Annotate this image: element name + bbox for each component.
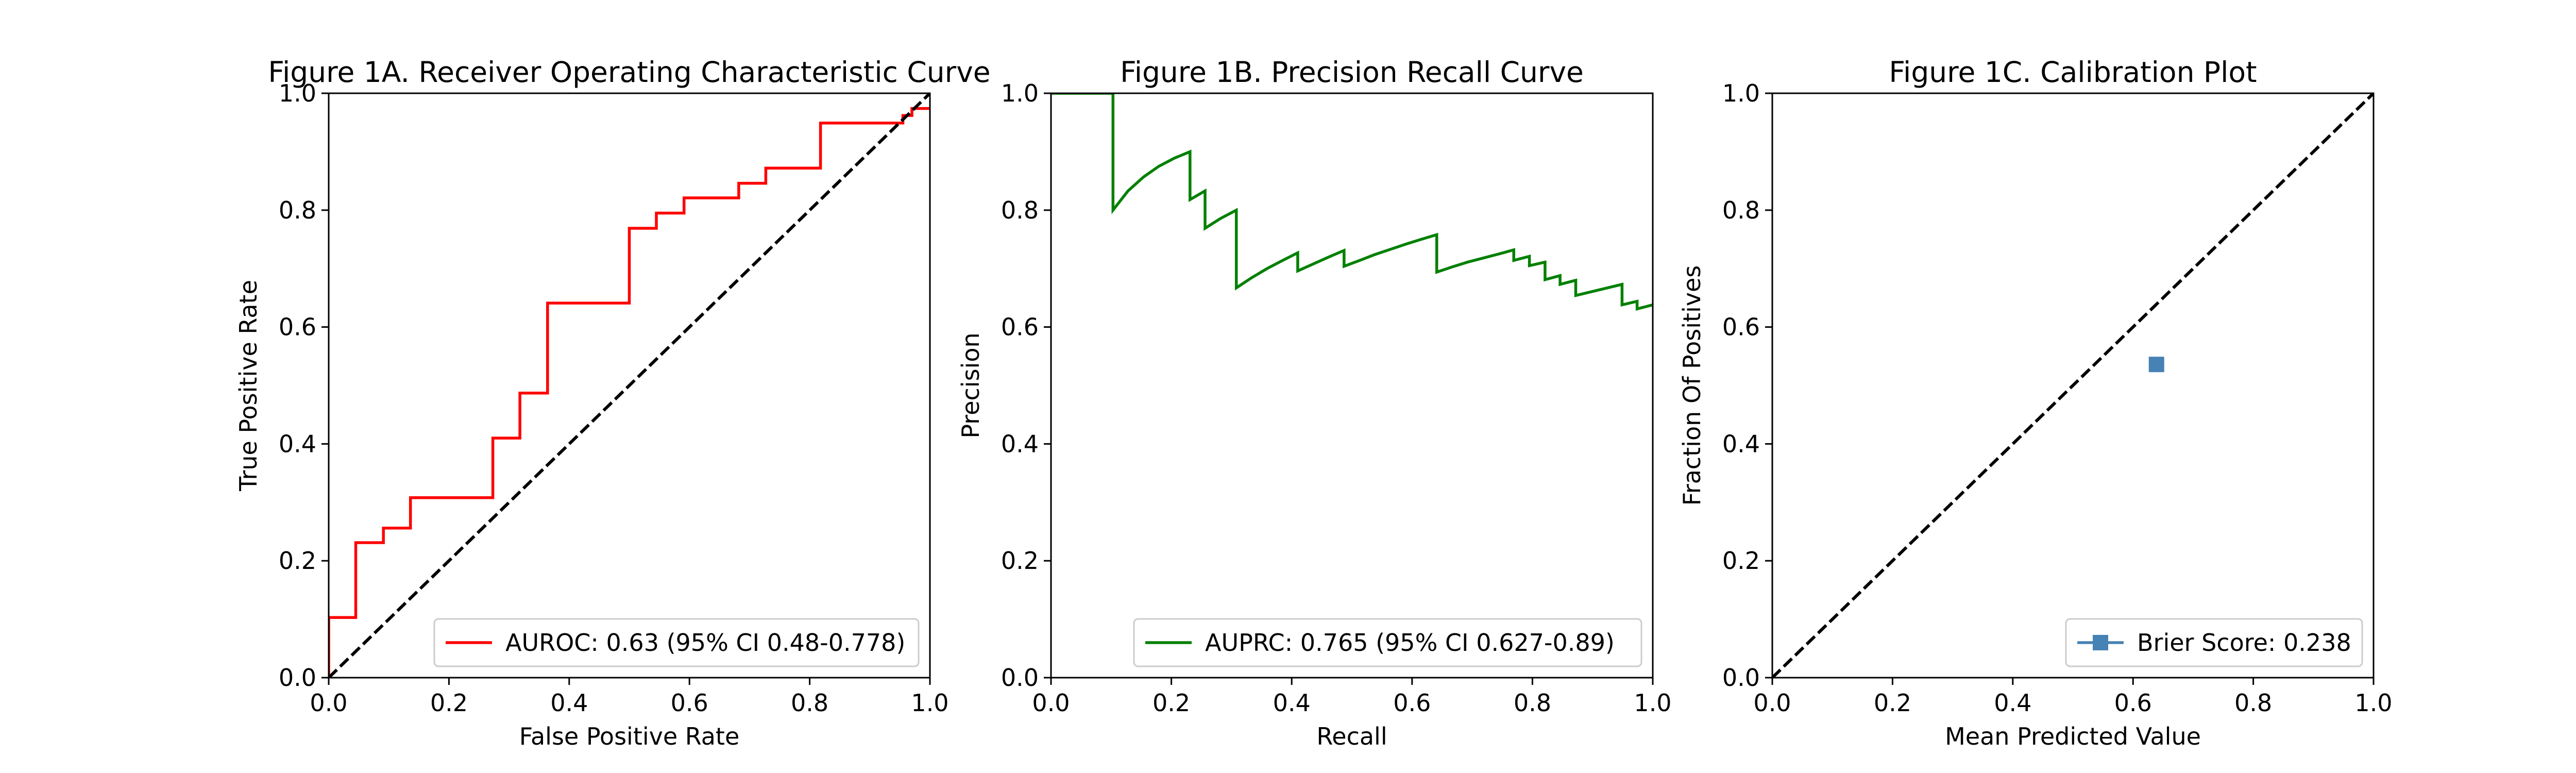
chart-1-x-tick-label: 0.0 bbox=[310, 689, 347, 717]
chart-1-y-tick-label: 0.8 bbox=[279, 196, 316, 224]
chart-3-panel: 0.0 0.2 0.4 0.6 0.8 1.0 0.0 0.2 0.4 0.6 0.8 1.0 Figu… bbox=[1678, 56, 2393, 750]
chart-3-legend-marker bbox=[2093, 635, 2108, 650]
chart-1-panel: 0.0 0.2 0.4 0.6 0.8 1.00.00.20.40.60.81.0Figu… bbox=[234, 56, 991, 750]
chart-3-y-tick-label: 0.2 bbox=[1722, 547, 1760, 575]
chart-1-title: Figure 1A. Receiver Operating Characteri… bbox=[268, 56, 990, 89]
chart-3-y-tick-label: 0.4 bbox=[1722, 430, 1760, 458]
chart-1-plot-area bbox=[329, 93, 930, 678]
chart-3-y-axis-label: Fraction Of Positives bbox=[1678, 265, 1706, 506]
chart-1-x-tick-label: 0.6 bbox=[671, 689, 708, 717]
chart-3-x-axis-label: Mean Predicted Value bbox=[1945, 722, 2201, 750]
chart-1-x-tick-label: 0.4 bbox=[550, 689, 588, 717]
chart-2-series-line bbox=[1051, 93, 1653, 311]
chart-1-reference-line bbox=[329, 93, 930, 678]
chart-3-title: Figure 1C. Calibration Plot bbox=[1889, 56, 2257, 89]
chart-3-y-tick-label: 1.0 bbox=[1722, 79, 1760, 107]
chart-1-legend-label: AUROC: 0.63 (95% CI 0.48-0.778) bbox=[505, 629, 905, 657]
chart-3-axes-frame bbox=[1771, 92, 2375, 679]
chart-2-y-tick-label: 1.0 bbox=[1001, 79, 1039, 107]
chart-3-x-tick-label: 1.0 bbox=[2354, 689, 2392, 717]
chart-1-x-tick-label: 0.8 bbox=[791, 689, 828, 717]
chart-2-plot-area bbox=[1051, 93, 1653, 311]
chart-2-legend-box bbox=[1133, 618, 1642, 667]
chart-2-y-axis-label: Precision bbox=[957, 332, 985, 438]
chart-2-title: Figure 1B. Precision Recall Curve bbox=[1120, 56, 1584, 89]
chart-1-x-axis-label: False Positive Rate bbox=[519, 722, 740, 750]
chart-2-legend-label: AUPRC: 0.765 (95% CI 0.627-0.89) bbox=[1205, 629, 1615, 657]
chart-2-legend: AUPRC: 0.765 (95% CI 0.627-0.89) bbox=[1133, 618, 1642, 667]
chart-3-plot-area bbox=[1772, 93, 2374, 678]
chart-2-x-tick-label: 0.4 bbox=[1273, 689, 1311, 717]
chart-3-y-tick-label: 0.0 bbox=[1722, 664, 1760, 692]
chart-2-panel: 0.0 0.2 0.4 0.6 0.8 1.0 0.0 0.2 0.4 0.6 0.8 1.0 Figu… bbox=[957, 56, 1672, 750]
chart-2-axes-frame bbox=[1050, 92, 1654, 679]
chart-2-x-tick-label: 0.6 bbox=[1393, 689, 1431, 717]
chart-3-y-tick-label: 0.6 bbox=[1722, 313, 1760, 341]
chart-3-x-tick-label: 0.0 bbox=[1753, 689, 1791, 717]
chart-2-y-tick-label: 0.0 bbox=[1001, 664, 1039, 692]
chart-2-x-axis-label: Recall bbox=[1316, 722, 1387, 750]
chart-2-y-tick-label: 0.8 bbox=[1001, 196, 1039, 224]
chart-3-legend-box bbox=[2065, 618, 2363, 667]
chart-1-legend-box bbox=[433, 618, 920, 667]
chart-3-x-tick-label: 0.6 bbox=[2114, 689, 2152, 717]
chart-3-y-tick-label: 0.8 bbox=[1722, 196, 1760, 224]
chart-1-y-tick-label: 0.6 bbox=[279, 313, 316, 341]
chart-1-axes-frame bbox=[328, 92, 931, 679]
chart-1-y-tick-label: 0.0 bbox=[279, 664, 316, 692]
chart-1-y-tick-label: 0.2 bbox=[279, 547, 316, 575]
chart-3-x-tick-label: 0.4 bbox=[1994, 689, 2031, 717]
chart-3-legend-label: Brier Score: 0.238 bbox=[2137, 629, 2351, 657]
chart-2-x-tick-label: 1.0 bbox=[1634, 689, 1671, 717]
chart-3-x-tick-label: 0.8 bbox=[2234, 689, 2272, 717]
chart-3-point bbox=[2148, 357, 2164, 373]
chart-3-x-tick-label: 0.2 bbox=[1874, 689, 1911, 717]
chart-3-reference-line bbox=[1772, 93, 2374, 678]
chart-1-x-tick-label: 1.0 bbox=[911, 689, 948, 717]
chart-2-y-tick-label: 0.6 bbox=[1001, 313, 1039, 341]
chart-2-x-tick-label: 0.2 bbox=[1153, 689, 1190, 717]
chart-1-x-tick-label: 0.2 bbox=[430, 689, 468, 717]
chart-2-x-tick-label: 0.8 bbox=[1514, 689, 1551, 717]
chart-1-series-line bbox=[329, 107, 930, 678]
chart-2-y-tick-label: 0.2 bbox=[1001, 547, 1039, 575]
chart-1-y-axis-label: True Positive Rate bbox=[234, 280, 262, 492]
chart-2-y-tick-label: 0.4 bbox=[1001, 430, 1039, 458]
chart-2-x-tick-label: 0.0 bbox=[1032, 689, 1070, 717]
chart-3-legend: Brier Score: 0.238 bbox=[2065, 618, 2363, 667]
chart-1-legend: AUROC: 0.63 (95% CI 0.48-0.778) bbox=[433, 618, 920, 667]
chart-1-y-tick-label: 1.0 bbox=[279, 79, 316, 107]
chart-1-y-tick-label: 0.4 bbox=[279, 430, 316, 458]
